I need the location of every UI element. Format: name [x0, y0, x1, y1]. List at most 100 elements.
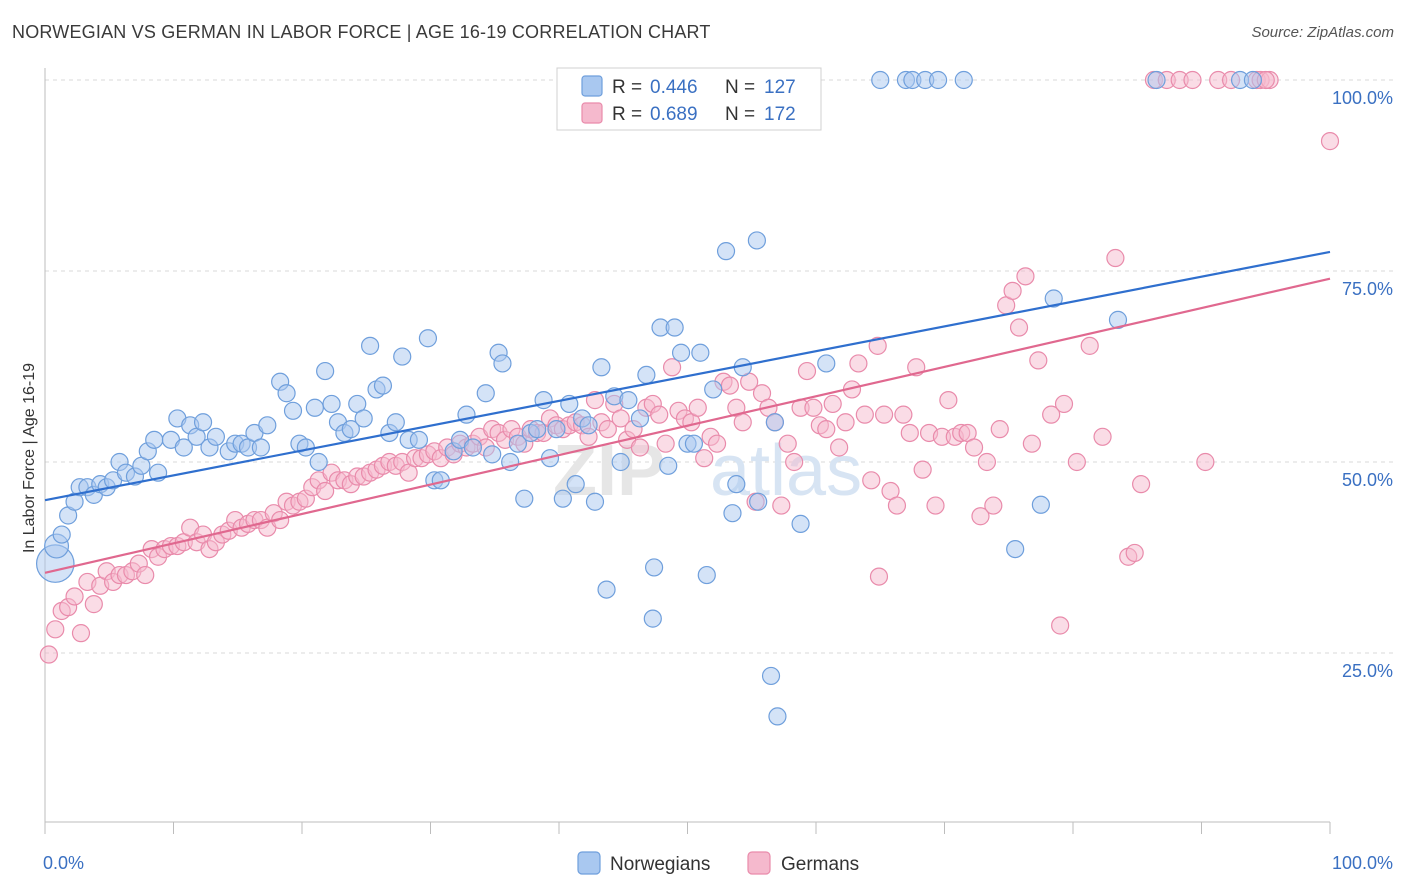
chart-source: Source: ZipAtlas.com: [1251, 24, 1394, 41]
norwegian-point: [691, 343, 710, 362]
trend-line-germans: [44, 277, 1331, 574]
german-point: [1022, 434, 1041, 453]
norwegian-point: [684, 434, 704, 453]
german-point: [1196, 452, 1215, 472]
norwegian-point: [723, 504, 742, 523]
norwegian-point: [553, 489, 572, 508]
legend-swatch-germans: [581, 102, 603, 124]
german-point: [630, 438, 650, 457]
norwegian-point: [322, 394, 341, 414]
norwegian-point: [592, 358, 611, 377]
legend-r-label-2: R =: [612, 104, 642, 125]
norwegian-point: [361, 336, 380, 355]
german-point: [1042, 405, 1061, 424]
german-point: [868, 336, 887, 355]
trend-line-norwegians: [44, 250, 1331, 502]
legend-n-value-germans: 172: [764, 104, 796, 125]
norwegian-point: [258, 416, 277, 435]
norwegian-point: [296, 438, 315, 457]
german-point: [650, 405, 669, 424]
x-tick-label: 0.0%: [43, 853, 84, 873]
x-tick-labels: 0.0% 100.0%: [43, 853, 1393, 873]
german-point: [875, 405, 894, 424]
norwegian-point: [174, 438, 193, 457]
norwegian-point: [747, 231, 766, 250]
german-point: [136, 565, 155, 585]
y-tick-label: 75.0%: [1342, 279, 1393, 299]
bottom-legend-swatch-germans[interactable]: [747, 851, 771, 875]
german-point: [39, 645, 58, 664]
y-axis-title: In Labor Force | Age 16-19: [21, 363, 38, 553]
norwegian-point: [515, 489, 534, 508]
norwegian-point: [1031, 495, 1050, 514]
german-point: [913, 460, 932, 479]
norwegian-point: [386, 413, 405, 432]
norwegian-point: [630, 409, 650, 428]
german-point: [46, 620, 65, 639]
bottom-legend-swatch-norwegians[interactable]: [577, 851, 601, 875]
y-tick-labels: 25.0% 50.0% 75.0% 100.0%: [1332, 88, 1393, 681]
x-tick-label: 100.0%: [1332, 853, 1393, 873]
norwegians-points: [35, 70, 1263, 726]
norwegian-point: [761, 666, 781, 686]
german-point: [611, 409, 630, 428]
bottom-legend-label-germans[interactable]: Germans: [781, 854, 859, 875]
norwegian-point: [52, 525, 71, 544]
german-point: [849, 354, 868, 373]
norwegian-point: [1243, 70, 1263, 90]
norwegian-point: [954, 70, 973, 90]
norwegian-point: [637, 365, 656, 385]
norwegian-point: [643, 609, 662, 628]
german-point: [772, 496, 791, 515]
bottom-legend-label-norwegians[interactable]: Norwegians: [610, 854, 710, 875]
german-point: [1067, 452, 1086, 472]
german-point: [316, 481, 335, 501]
y-tick-label: 100.0%: [1332, 88, 1393, 108]
norwegian-point: [611, 452, 630, 472]
norwegian-point: [528, 420, 547, 439]
german-point: [71, 624, 91, 643]
norwegian-point: [928, 70, 948, 90]
german-point: [971, 507, 990, 526]
german-point: [1125, 543, 1144, 563]
german-point: [939, 391, 958, 410]
german-point: [855, 405, 874, 424]
german-point: [84, 595, 103, 614]
german-point: [1054, 394, 1074, 414]
norwegian-point: [283, 401, 303, 420]
norwegian-point: [585, 492, 605, 511]
german-point: [984, 496, 1003, 515]
norwegian-point: [145, 430, 164, 449]
german-point: [785, 452, 804, 472]
norwegian-point: [305, 398, 324, 417]
german-point: [733, 413, 752, 432]
chart-title: NORWEGIAN VS GERMAN IN LABOR FORCE | AGE…: [12, 22, 711, 42]
gridlines: [45, 79, 1395, 654]
norwegian-point: [659, 456, 678, 475]
norwegian-point: [671, 343, 691, 362]
german-point: [823, 394, 842, 414]
german-point: [1320, 132, 1340, 151]
norwegian-point: [547, 420, 566, 439]
legend-r-label-1: R =: [612, 77, 642, 98]
german-point: [65, 587, 84, 606]
german-point: [1132, 475, 1151, 494]
german-point: [695, 449, 714, 468]
german-point: [836, 413, 855, 432]
german-point: [662, 358, 682, 377]
german-point: [894, 405, 913, 424]
german-point: [862, 471, 881, 490]
norwegian-point: [493, 354, 512, 373]
german-point: [797, 361, 817, 381]
norwegian-point: [697, 565, 716, 585]
norwegian-point: [316, 361, 335, 381]
german-point: [1051, 616, 1070, 635]
norwegian-point: [251, 438, 270, 457]
german-point: [817, 420, 836, 439]
norwegian-point: [277, 384, 296, 403]
trend-lines: [44, 250, 1331, 574]
norwegian-point: [373, 376, 393, 395]
german-point: [707, 434, 727, 453]
german-point: [964, 438, 984, 457]
german-point: [900, 423, 919, 443]
